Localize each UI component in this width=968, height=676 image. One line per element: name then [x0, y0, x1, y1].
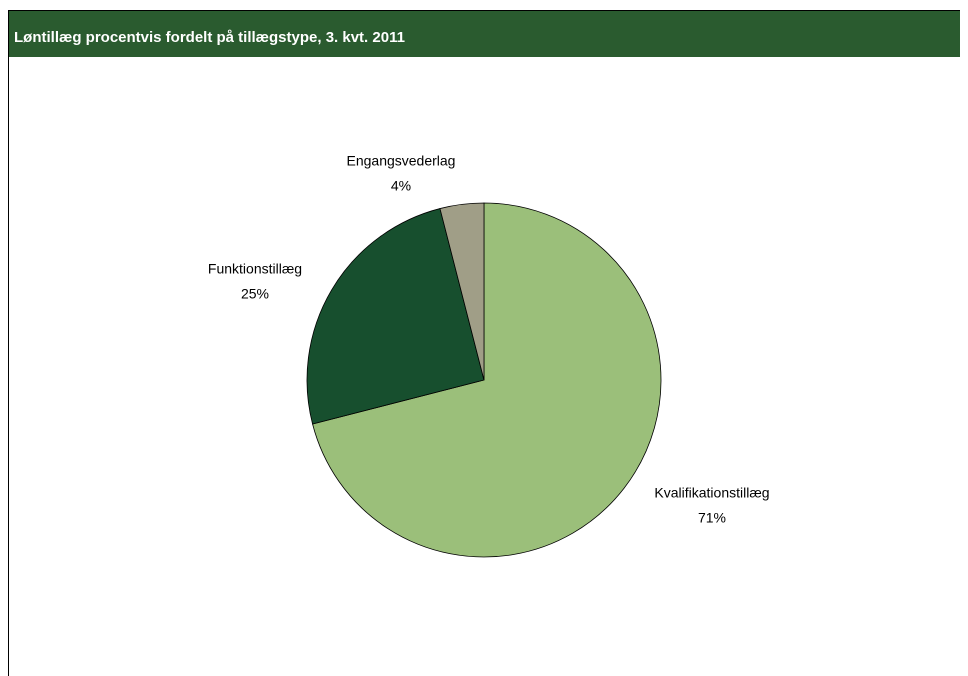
pie-slice — [312, 202, 662, 558]
pie-slice — [306, 208, 485, 425]
header-bar — [8, 10, 960, 57]
slice-label: Engangsvederlag — [347, 153, 456, 169]
chart-title: Løntillæg procentvis fordelt på tillægst… — [14, 29, 405, 46]
slice-label: Kvalifikationstillæg — [654, 485, 769, 501]
slice-label: Funktionstillæg — [208, 261, 302, 277]
slice-value-label: 4% — [391, 178, 411, 194]
slice-value-label: 25% — [241, 286, 269, 302]
slice-value-label: 71% — [698, 510, 726, 526]
pie-slice — [439, 202, 485, 381]
